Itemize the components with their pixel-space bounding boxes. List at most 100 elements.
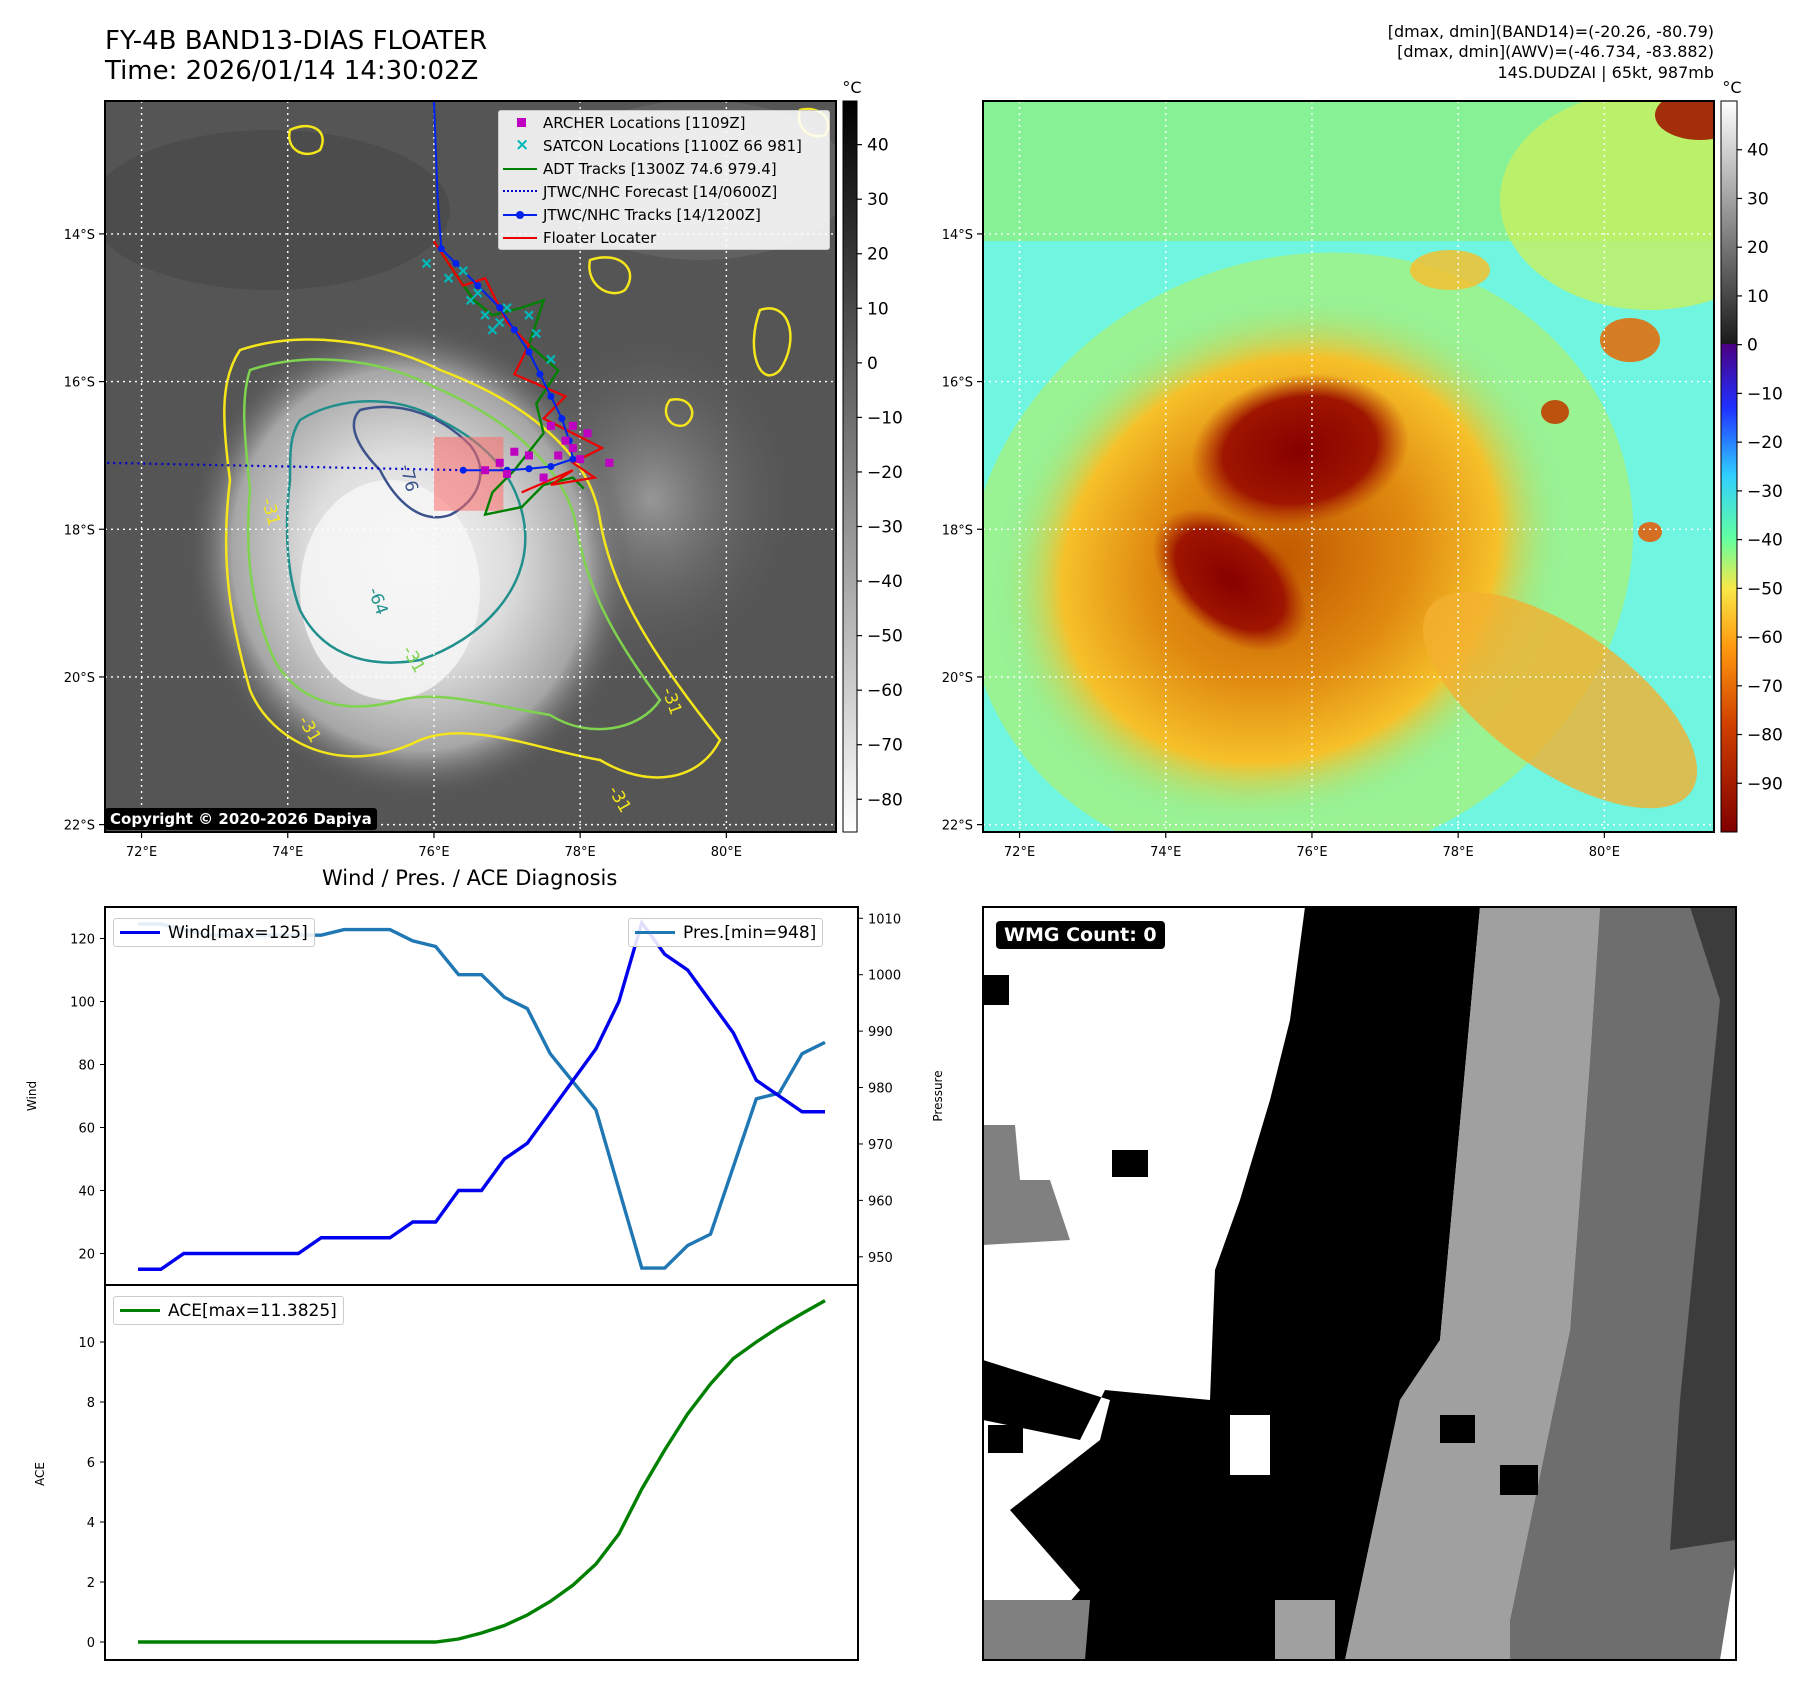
awv-cold-cell <box>1541 400 1569 424</box>
legend-item-archer: ARCHER Locations [1109Z] <box>499 111 829 134</box>
colorbar-tick-label: −40 <box>867 572 903 592</box>
ace-y-tick-label: 6 <box>87 1456 95 1471</box>
wmg-black-cell <box>983 975 1009 1005</box>
contour-teal <box>285 400 527 664</box>
storm-tracks <box>105 101 614 517</box>
legend-item-track: JTWC/NHC Tracks [14/1200Z] <box>499 203 829 226</box>
colorbar-tick-label: −30 <box>867 518 903 538</box>
dot-line-icon <box>499 203 543 226</box>
wmg-classification-map <box>983 907 1736 1660</box>
legend-item-pressure: Pres.[min=948] <box>629 919 822 946</box>
ir-cold-core <box>300 480 480 700</box>
floater-box <box>433 436 504 511</box>
contour-lightgreen <box>242 358 662 731</box>
colorbar-tick-label: −20 <box>867 463 903 483</box>
wmg-frame <box>982 906 1737 1661</box>
colorbar-tick-label: −60 <box>867 681 903 701</box>
satcon-point <box>443 273 454 283</box>
awv-core-north <box>1190 373 1410 527</box>
right-colorbar-cold <box>1721 344 1737 832</box>
x-tick-label: 76°E <box>418 845 449 860</box>
legend-label: ARCHER Locations [1109Z] <box>543 113 746 132</box>
awv-range: [dmax, dmin](AWV)=(-46.734, -83.882) <box>1397 42 1714 61</box>
archer-point <box>568 421 577 430</box>
storm-info: 14S.DUDZAI | 65kt, 987mb <box>1497 63 1715 82</box>
archer-point <box>583 429 592 438</box>
right-map-frame <box>982 100 1715 833</box>
archer-point <box>495 458 504 467</box>
x-tick-label: 72°E <box>126 845 157 860</box>
jtwc-track-point <box>525 465 533 473</box>
archer-point <box>524 451 533 460</box>
adt-track-line <box>440 251 585 517</box>
archer-point <box>481 466 490 475</box>
wind-legend: Wind[max=125] <box>113 918 315 947</box>
colorbar-tick-label: 0 <box>867 354 878 374</box>
pressure-y-tick-label: 1000 <box>868 969 901 984</box>
band14-range: [dmax, dmin](BAND14)=(-20.26, -80.79) <box>1387 22 1714 41</box>
wind-y-tick-label: 60 <box>78 1122 95 1137</box>
x-tick-label: 74°E <box>272 845 303 860</box>
awv-cold-cell <box>1638 522 1662 542</box>
map-legend: ARCHER Locations [1109Z] × SATCON Locati… <box>498 110 830 250</box>
jtwc-track-point <box>496 304 504 312</box>
figure-title: FY-4B BAND13-DIAS FLOATER <box>105 26 488 56</box>
colorbar-tick-label: −80 <box>1747 726 1783 746</box>
ace-axes <box>104 1284 859 1661</box>
left-map-frame <box>104 100 837 833</box>
contour-yellow-cell <box>588 256 632 295</box>
wind-pressure-ticks: 20 40 60 80 100 120 950 960 970 980 990 1000 1010 <box>70 912 901 1266</box>
legend-item-satcon: × SATCON Locations [1100Z 66 981] <box>499 134 829 157</box>
line-icon <box>629 919 683 946</box>
wind-line <box>138 918 825 1271</box>
jtwc-forecast-line <box>105 461 464 472</box>
ace-y-tick-label: 0 <box>87 1636 95 1651</box>
satcon-point <box>473 288 483 298</box>
y-tick-label: 14°S <box>64 228 95 243</box>
jtwc-track-point <box>452 259 460 267</box>
ace-legend: ACE[max=11.3825] <box>113 1296 344 1325</box>
wind-y-tick-label: 20 <box>78 1248 95 1263</box>
colorbar-tick-label: −30 <box>1747 482 1783 502</box>
ace-y-tick-label: 10 <box>78 1336 95 1351</box>
awv-cold-cell <box>1600 318 1660 362</box>
legend-label: Wind[max=125] <box>168 922 308 943</box>
jtwc-track-point <box>547 392 555 400</box>
legend-label: JTWC/NHC Forecast [14/0600Z] <box>543 182 778 201</box>
colorbar-tick-label: −10 <box>867 408 903 428</box>
legend-label: JTWC/NHC Tracks [14/1200Z] <box>543 205 761 224</box>
pressure-y-tick-label: 970 <box>868 1138 893 1153</box>
dotted-line-icon <box>499 180 543 203</box>
y-tick-label: 20°S <box>942 671 973 686</box>
map-gridlines <box>983 101 1714 832</box>
awv-cold-cell <box>1655 101 1714 140</box>
jtwc-track-point <box>525 348 533 356</box>
colorbar-tick-label: −90 <box>1747 774 1783 794</box>
legend-item-wind: Wind[max=125] <box>114 919 314 946</box>
satcon-point <box>480 310 490 320</box>
awv-cold-cell <box>1410 250 1490 290</box>
figure-timestamp: Time: 2026/01/14 14:30:02Z <box>105 56 479 86</box>
wmg-black-cell <box>988 1425 1023 1453</box>
right-colorbar-unit: °C <box>1722 78 1741 97</box>
awv-core-south <box>1152 508 1308 652</box>
wmg-gray-patch <box>983 1125 1070 1245</box>
legend-item-floater: Floater Locater <box>499 226 829 249</box>
satcon-point <box>421 258 432 269</box>
wmg-darkgray-region <box>1670 907 1736 1550</box>
satcon-point <box>494 317 505 328</box>
wind-y-tick-label: 100 <box>70 996 95 1011</box>
floater-locater-line <box>433 240 605 494</box>
line-icon <box>114 1297 168 1324</box>
left-colorbar <box>842 100 858 833</box>
pressure-axis-label: Pressure <box>931 1070 945 1121</box>
ace-ticks: 0 2 4 6 8 10 <box>78 1336 105 1651</box>
legend-label: Pres.[min=948] <box>683 922 817 943</box>
contour-yellow-cell <box>664 397 694 428</box>
y-tick-label: 14°S <box>942 228 973 243</box>
y-tick-label: 22°S <box>942 819 973 834</box>
square-marker-icon <box>499 111 543 134</box>
archer-point <box>576 455 585 464</box>
line-icon <box>499 226 543 249</box>
colorbar-tick-label: 40 <box>867 136 889 156</box>
